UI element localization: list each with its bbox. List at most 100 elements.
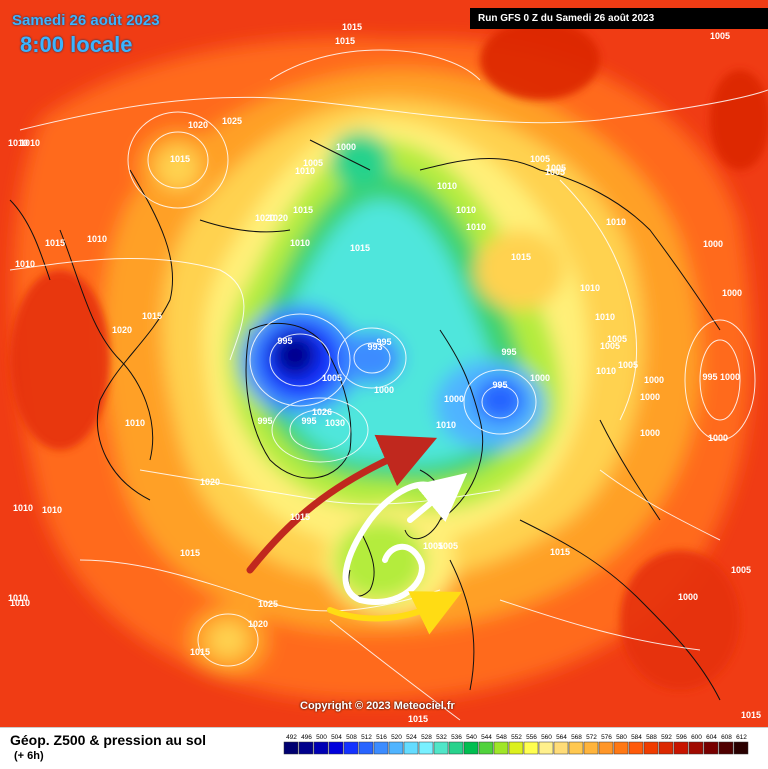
legend-swatch — [478, 741, 494, 755]
pressure-label: 995 — [301, 416, 316, 426]
pressure-label: 1010 — [42, 505, 62, 515]
legend-swatch — [538, 741, 554, 755]
legend-value: 504 — [331, 734, 342, 741]
legend-value: 592 — [661, 734, 672, 741]
legend-swatch — [433, 741, 449, 755]
pressure-label: 995 — [277, 336, 292, 346]
legend-swatch — [613, 741, 629, 755]
legend-swatch — [598, 741, 614, 755]
legend-swatch — [703, 741, 719, 755]
legend-value: 608 — [721, 734, 732, 741]
legend-value: 568 — [571, 734, 582, 741]
legend-value: 548 — [496, 734, 507, 741]
legend-value: 584 — [631, 734, 642, 741]
legend-swatch — [448, 741, 464, 755]
pressure-label: 995 — [257, 416, 272, 426]
pressure-label: 1000 — [640, 392, 660, 402]
pressure-label: 1005 — [438, 541, 458, 551]
geopotential-field — [0, 0, 768, 730]
pressure-label: 1010 — [15, 259, 35, 269]
pressure-label: 1000 — [720, 372, 740, 382]
legend-swatch — [718, 741, 734, 755]
pressure-label: 1010 — [606, 217, 626, 227]
legend-swatch — [403, 741, 419, 755]
legend-swatch — [568, 741, 584, 755]
legend-swatch — [523, 741, 539, 755]
pressure-label: 1005 — [618, 360, 638, 370]
run-info: Run GFS 0 Z du Samedi 26 août 2023 — [470, 8, 768, 29]
pressure-label: 1015 — [180, 548, 200, 558]
pressure-label: 1010 — [20, 138, 40, 148]
legend-swatch — [298, 741, 314, 755]
pressure-label: 995 — [702, 372, 717, 382]
pressure-label: 1015 — [408, 714, 428, 724]
pressure-label: 995 — [492, 380, 507, 390]
pressure-label: 1000 — [708, 433, 728, 443]
pressure-label: 1015 — [350, 243, 370, 253]
pressure-label: 1015 — [335, 36, 355, 46]
legend-swatch — [673, 741, 689, 755]
copyright-notice: Copyright © 2023 Meteociel.fr — [300, 700, 455, 712]
pressure-label: 1010 — [295, 166, 315, 176]
pressure-label: 1000 — [644, 375, 664, 385]
pressure-label: 1015 — [45, 238, 65, 248]
pressure-label: 1020 — [200, 477, 220, 487]
pressure-label: 1025 — [222, 116, 242, 126]
pressure-label: 993 — [367, 342, 382, 352]
legend-swatch — [328, 741, 344, 755]
pressure-label: 1000 — [444, 394, 464, 404]
pressure-label: 1015 — [342, 22, 362, 32]
pressure-label: 1015 — [170, 154, 190, 164]
flow-arrows — [246, 434, 468, 635]
pressure-label: 1010 — [580, 283, 600, 293]
pressure-label: 1010 — [8, 593, 28, 603]
pressure-label: 1010 — [596, 366, 616, 376]
legend-swatch — [463, 741, 479, 755]
legend-swatch — [358, 741, 374, 755]
legend-value: 540 — [466, 734, 477, 741]
legend-value: 536 — [451, 734, 462, 741]
pressure-label: 1005 — [731, 565, 751, 575]
legend-value: 600 — [691, 734, 702, 741]
legend-value: 612 — [736, 734, 747, 741]
pressure-label: 1005 — [303, 158, 323, 168]
legend-value: 604 — [706, 734, 717, 741]
pressure-label: 1000 — [703, 239, 723, 249]
pressure-label: 1005 — [600, 341, 620, 351]
pressure-label: 1020 — [248, 619, 268, 629]
legend-swatch — [628, 741, 644, 755]
pressure-label: 1010 — [595, 312, 615, 322]
legend-value: 560 — [541, 734, 552, 741]
legend-value: 588 — [646, 734, 657, 741]
legend-value: 512 — [361, 734, 372, 741]
pressure-label: 1005 — [423, 541, 443, 551]
pressure-label: 1010 — [13, 503, 33, 513]
legend-value: 516 — [376, 734, 387, 741]
legend-swatch — [418, 741, 434, 755]
color-scale-legend: 492 496 500 504 508 512 516 520 524 528 532 536 540 5… — [283, 734, 749, 755]
pressure-label: 1010 — [456, 205, 476, 215]
legend-value: 544 — [481, 734, 492, 741]
pressure-label: 1000 — [678, 592, 698, 602]
pressure-label: 1005 — [710, 31, 730, 41]
pressure-label: 1000 — [530, 373, 550, 383]
legend-swatch — [343, 741, 359, 755]
pressure-label: 1005 — [322, 373, 342, 383]
forecast-offset: (+ 6h) — [14, 750, 44, 762]
legend-swatch — [658, 741, 674, 755]
pressure-label: 1010 — [8, 138, 28, 148]
pressure-label: 1000 — [336, 142, 356, 152]
pressure-label: 1005 — [546, 163, 566, 173]
pressure-label: 1015 — [290, 512, 310, 522]
legend-value: 596 — [676, 734, 687, 741]
pressure-label: 995 — [376, 337, 391, 347]
pressure-label: 1005 — [607, 334, 627, 344]
legend-swatch — [388, 741, 404, 755]
white-loop-arrow — [342, 481, 444, 605]
legend-swatch — [643, 741, 659, 755]
pressure-label: 1020 — [255, 213, 275, 223]
legend-value: 552 — [511, 734, 522, 741]
pressure-label: 1020 — [268, 213, 288, 223]
pressure-label: 1015 — [293, 205, 313, 215]
